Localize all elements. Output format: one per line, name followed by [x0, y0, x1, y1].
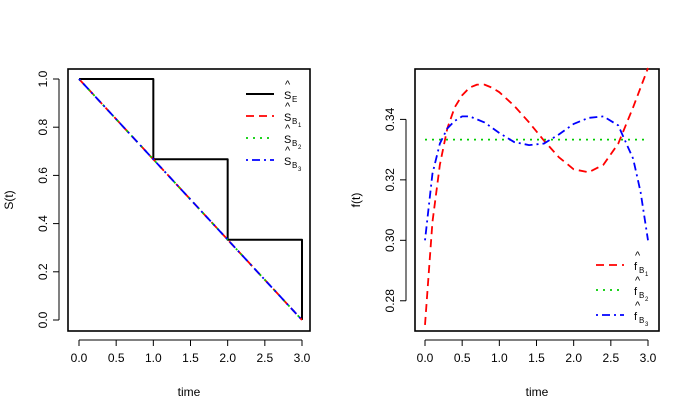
x-tick-label: 2.0	[565, 351, 582, 365]
y-tick-label: 0.2	[36, 263, 50, 280]
legend-label: S	[284, 134, 291, 146]
legend-subscript-index: 2	[645, 297, 649, 303]
plot-frame	[67, 68, 311, 332]
y-tick-label: 0.8	[36, 119, 50, 136]
legend-subscript-index: 1	[645, 272, 649, 278]
legend-subscript: B	[639, 316, 644, 325]
legend-subscript-index: 3	[645, 322, 649, 328]
series-line-s-b2	[78, 78, 303, 321]
legend-subscript-index: 2	[298, 145, 302, 151]
x-tick-label: 2.5	[602, 351, 619, 365]
y-tick-label: 0.30	[383, 228, 397, 252]
legend-label: f	[634, 311, 638, 323]
y-axis-title: S(t)	[2, 190, 16, 209]
legend-subscript: B	[639, 266, 644, 275]
y-tick-label: 0.28	[383, 289, 397, 313]
x-axis-title: time	[178, 385, 201, 399]
y-axis: 0.28 0.30 0.32 0.34	[383, 107, 407, 313]
y-tick-label: 0.6	[36, 167, 50, 184]
x-tick-label: 3.0	[640, 351, 657, 365]
x-tick-label: 1.0	[491, 351, 508, 365]
legend-hat: ^	[285, 145, 291, 157]
plot-frame	[414, 68, 660, 332]
series-line-s-b3	[78, 78, 303, 321]
legend-item: ^f B 2	[596, 275, 649, 303]
legend-hat: ^	[285, 101, 291, 113]
legend-label: S	[284, 156, 291, 168]
legend-subscript-index: 1	[298, 123, 302, 129]
legend: ^S E^S B 1^S B 2^S B 3	[246, 79, 302, 173]
survival-chart-panel: 0.0 0.5 1.0 1.5 2.0 2.5 3.0 time 0.0 0.2 0.4 0.6 0.8…	[2, 68, 311, 399]
legend-item: ^S E	[246, 79, 297, 104]
legend-subscript: E	[292, 95, 297, 104]
legend: ^f B 1^f B 2^f B 3	[596, 250, 649, 328]
legend-item: ^S B 1	[246, 101, 302, 129]
x-axis: 0.0 0.5 1.0 1.5 2.0 2.5 3.0	[71, 339, 311, 365]
legend-subscript: B	[292, 117, 297, 126]
x-tick-label: 2.0	[219, 351, 236, 365]
legend-label: f	[634, 261, 638, 273]
x-tick-label: 0.5	[108, 351, 125, 365]
legend-hat: ^	[285, 79, 291, 91]
x-tick-label: 0.0	[417, 351, 434, 365]
x-tick-label: 0.5	[454, 351, 471, 365]
series-line-s-e	[79, 78, 303, 320]
legend-item: ^S B 2	[246, 123, 302, 151]
legend-subscript: B	[292, 139, 297, 148]
density-chart-panel: 0.0 0.5 1.0 1.5 2.0 2.5 3.0 time 0.28 0.30 0.32 0.3…	[349, 67, 660, 399]
legend-item: ^f B 1	[596, 250, 649, 278]
series-line-f-b1	[424, 67, 649, 326]
y-tick-label: 0.32	[383, 168, 397, 192]
y-tick-label: 0.0	[36, 311, 50, 328]
legend-subscript-index: 3	[298, 167, 302, 173]
y-axis-title: f(t)	[349, 193, 363, 208]
legend-item: ^S B 3	[246, 145, 302, 173]
x-tick-label: 3.0	[294, 351, 311, 365]
legend-subscript: B	[639, 291, 644, 300]
legend-hat: ^	[635, 275, 641, 287]
legend-hat: ^	[635, 250, 641, 262]
y-axis: 0.0 0.2 0.4 0.6 0.8 1.0	[36, 70, 60, 328]
legend-hat: ^	[285, 123, 291, 135]
x-axis-title: time	[526, 385, 549, 399]
x-tick-label: 1.5	[182, 351, 199, 365]
x-tick-label: 1.5	[528, 351, 545, 365]
legend-label: S	[284, 90, 291, 102]
x-tick-label: 0.0	[71, 351, 88, 365]
series-line-f-b3	[424, 115, 649, 241]
y-tick-label: 0.34	[383, 107, 397, 131]
legend-label: S	[284, 112, 291, 124]
legend-subscript: B	[292, 161, 297, 170]
x-axis: 0.0 0.5 1.0 1.5 2.0 2.5 3.0	[417, 339, 657, 365]
y-tick-label: 0.4	[36, 215, 50, 232]
legend-hat: ^	[635, 300, 641, 312]
legend-item: ^f B 3	[596, 300, 649, 328]
y-tick-label: 1.0	[36, 70, 50, 87]
legend-label: f	[634, 286, 638, 298]
x-tick-label: 1.0	[145, 351, 162, 365]
x-tick-label: 2.5	[256, 351, 273, 365]
